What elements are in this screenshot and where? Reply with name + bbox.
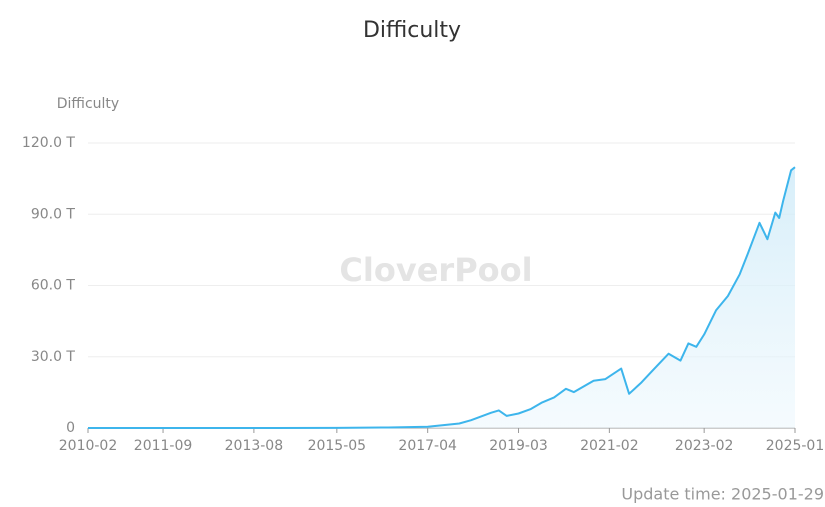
- y-tick-label: 60.0 T: [31, 278, 76, 294]
- update-time: Update time: 2025-01-29: [621, 485, 824, 504]
- x-tick-label: 2015-05: [308, 438, 367, 454]
- area: [88, 167, 795, 428]
- y-tick-label: 120.0 T: [22, 135, 76, 151]
- y-tick-label: 0: [66, 420, 75, 436]
- y-tick-label: 30.0 T: [31, 349, 76, 365]
- x-tick-label: 2010-02: [59, 438, 118, 454]
- x-tick-label: 2017-04: [398, 438, 457, 454]
- y-tick-label: 90.0 T: [31, 206, 76, 222]
- watermark: CloverPool: [339, 251, 532, 289]
- x-tick-label: 2013-08: [225, 438, 284, 454]
- chart-title: Difficulty: [363, 18, 461, 43]
- x-tick-label: 2011-09: [134, 438, 193, 454]
- x-tick-label: 2023-02: [675, 438, 734, 454]
- x-tick-label: 2025-01: [766, 438, 825, 454]
- line: [88, 166, 796, 429]
- y-axis-label: Difficulty: [57, 96, 119, 112]
- x-tick-label: 2021-02: [580, 438, 639, 454]
- x-tick-label: 2019-03: [489, 438, 548, 454]
